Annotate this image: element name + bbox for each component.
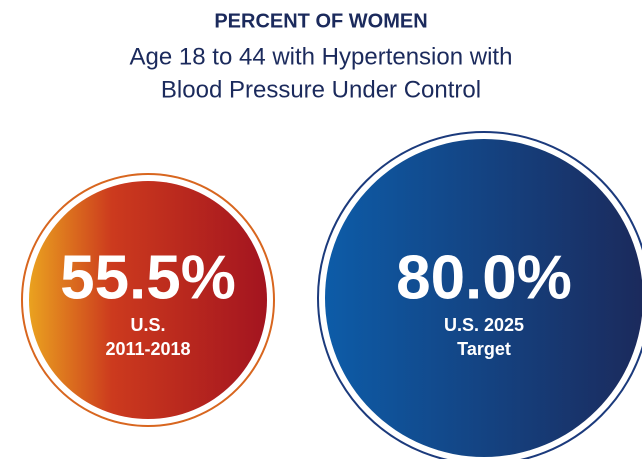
label: U.S. 2025 bbox=[444, 315, 524, 335]
title: PERCENT OF WOMEN bbox=[214, 10, 427, 32]
circle bbox=[29, 181, 267, 419]
label: U.S. bbox=[130, 315, 165, 335]
label: Target bbox=[457, 339, 511, 359]
value: 80.0% bbox=[396, 243, 572, 312]
subtitle-line: Age 18 to 44 with Hypertension with bbox=[130, 43, 513, 70]
subtitle-line: Blood Pressure Under Control bbox=[161, 76, 481, 103]
circle bbox=[325, 139, 642, 457]
label: 2011-2018 bbox=[105, 339, 190, 359]
value: 55.5% bbox=[60, 243, 236, 312]
